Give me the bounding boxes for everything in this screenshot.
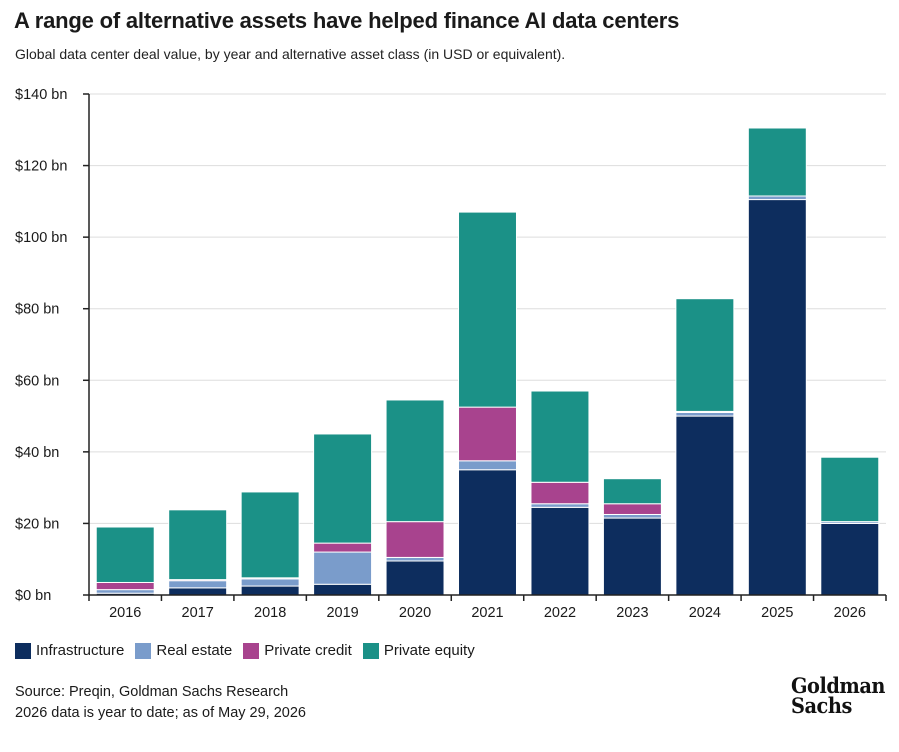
bar-segment-real-estate <box>747 195 807 201</box>
bar-segment-infrastructure <box>240 585 300 596</box>
bar-segment-private-equity <box>602 478 662 505</box>
bar-segment-private-credit <box>530 481 590 505</box>
x-tick-label: 2024 <box>689 605 721 621</box>
source-note: Source: Preqin, Goldman Sachs Research 2… <box>15 682 306 724</box>
x-tick-label: 2017 <box>182 605 214 621</box>
bar-segment-infrastructure <box>313 583 373 596</box>
bar-segment-private-equity <box>240 491 300 579</box>
legend-item-private-credit: Private credit <box>243 642 352 659</box>
axes: $0 bn $20 bn $40 bn $60 bn $80 bn $100 bn $120… <box>15 87 887 621</box>
bar-segment-infrastructure <box>675 415 735 596</box>
stacked-bar-chart: $0 bn $20 bn $40 bn $60 bn $80 bn $100 bn $120… <box>15 87 887 621</box>
y-tick-label: $100 bn <box>15 230 67 246</box>
logo-line-2: Sachs <box>791 693 852 718</box>
x-tick-label: 2020 <box>399 605 431 621</box>
legend: Infrastructure Real estate Private credi… <box>15 642 486 659</box>
bar-segment-real-estate <box>602 513 662 519</box>
x-tick-label: 2018 <box>254 605 286 621</box>
y-tick-label: $40 bn <box>15 445 59 461</box>
bar-segment-private-equity <box>458 211 517 408</box>
logo-line-1: Goldman <box>791 673 886 698</box>
data-note-line: 2026 data is year to date; as of May 29,… <box>15 705 306 721</box>
bar-segment-real-estate <box>675 411 735 417</box>
bar-segment-private-equity <box>747 127 807 197</box>
bar-segment-real-estate <box>240 578 300 587</box>
bar-segment-real-estate <box>313 551 373 585</box>
legend-item-infrastructure: Infrastructure <box>15 642 124 659</box>
bar-segment-private-credit <box>602 503 662 515</box>
legend-swatch-private-credit <box>243 642 260 659</box>
bar-segment-private-equity <box>385 399 445 523</box>
legend-swatch-infrastructure <box>15 642 31 659</box>
x-tick-label: 2016 <box>109 605 141 621</box>
legend-label-infrastructure: Infrastructure <box>36 642 125 659</box>
source-line: Source: Preqin, Goldman Sachs Research <box>15 684 289 700</box>
x-tick-label: 2021 <box>471 605 503 621</box>
legend-label-private-equity: Private equity <box>383 642 475 659</box>
chart-title: A range of alternative assets have helpe… <box>14 8 680 33</box>
chart-subtitle: Global data center deal value, by year a… <box>15 46 566 62</box>
bar-segment-private-equity <box>95 526 155 583</box>
legend-item-private-equity: Private equity <box>362 642 475 659</box>
goldman-sachs-logo: Goldman Sachs <box>791 673 886 718</box>
bar-segment-private-credit <box>385 521 445 558</box>
bar-segment-infrastructure <box>602 517 662 596</box>
bar-segment-real-estate <box>385 556 445 562</box>
y-tick-label: $0 bn <box>15 588 51 604</box>
bar-segment-infrastructure <box>820 522 880 596</box>
x-tick-label: 2019 <box>326 605 358 621</box>
y-tick-label: $140 bn <box>15 87 67 103</box>
x-tick-label: 2022 <box>544 605 576 621</box>
bar-segment-private-credit <box>95 581 155 591</box>
bar-segment-private-credit <box>313 542 373 553</box>
bar-segment-private-equity <box>313 433 373 544</box>
bar-segment-private-equity <box>168 509 228 581</box>
bar-segment-private-credit <box>458 406 517 462</box>
y-tick-label: $20 bn <box>15 516 59 532</box>
legend-swatch-private-equity <box>362 642 379 659</box>
bars <box>95 127 880 596</box>
bar-segment-real-estate <box>95 589 155 594</box>
bar-segment-infrastructure <box>385 560 445 596</box>
x-tick-label: 2023 <box>616 605 648 621</box>
legend-swatch-real-estate <box>135 642 152 659</box>
bar-segment-private-equity <box>530 390 590 483</box>
bar-segment-private-equity <box>820 456 880 523</box>
bar-segment-private-equity <box>675 298 735 412</box>
y-tick-label: $60 bn <box>15 373 59 389</box>
legend-label-private-credit: Private credit <box>264 642 352 659</box>
bar-segment-infrastructure <box>530 506 590 596</box>
x-tick-label: 2026 <box>834 605 866 621</box>
y-tick-label: $120 bn <box>15 159 67 175</box>
bar-segment-infrastructure <box>747 199 807 596</box>
bar-segment-real-estate <box>530 503 590 508</box>
bar-segment-real-estate <box>168 580 228 589</box>
x-tick-label: 2025 <box>761 605 793 621</box>
bar-segment-infrastructure <box>458 469 517 596</box>
legend-item-real-estate: Real estate <box>135 642 232 659</box>
bar-segment-infrastructure <box>168 587 228 596</box>
legend-label-real-estate: Real estate <box>156 642 233 659</box>
bar-segment-real-estate <box>458 460 517 471</box>
y-tick-label: $80 bn <box>15 302 59 318</box>
